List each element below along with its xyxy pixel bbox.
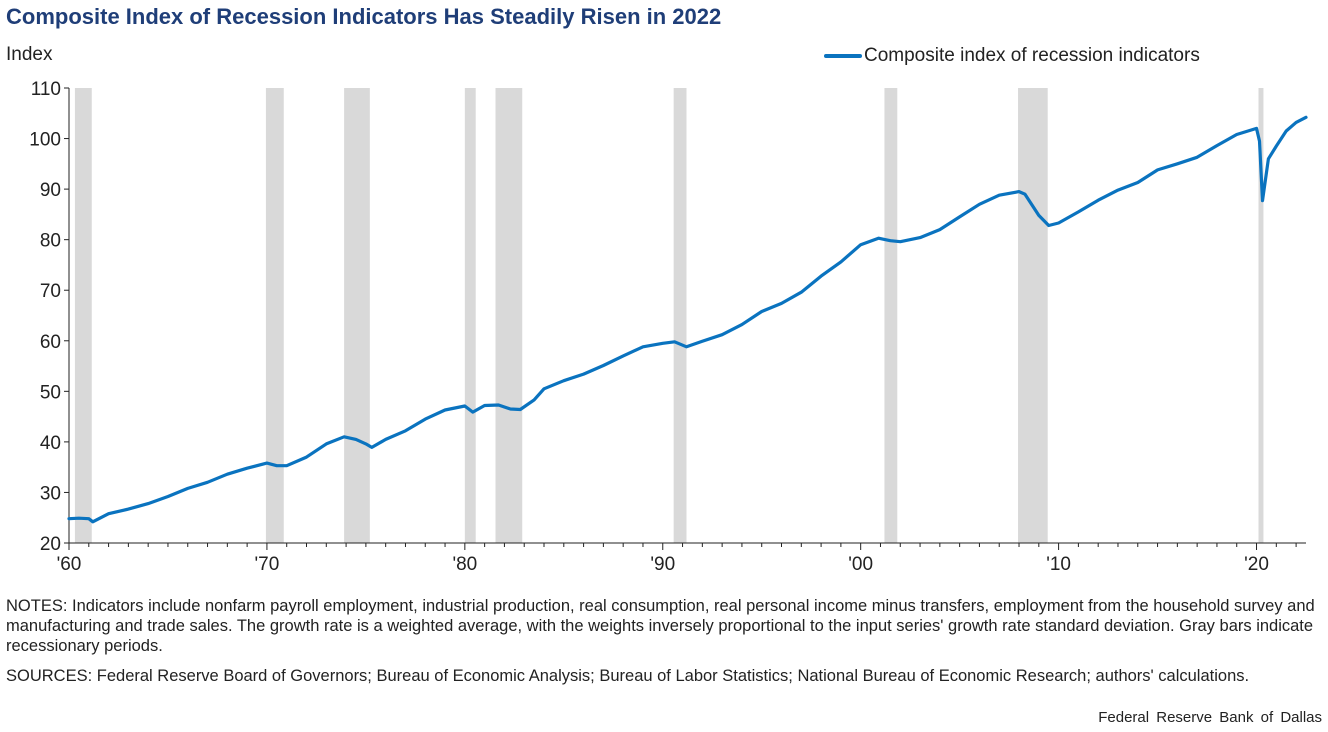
y-axis-unit-label: Index (6, 44, 53, 65)
sources-text: SOURCES: Federal Reserve Board of Govern… (6, 667, 1250, 685)
x-tick-label: '70 (255, 554, 280, 575)
y-tick-label: 20 (40, 534, 61, 555)
axes: 110 100 90 80 70 60 50 40 30 20'60 '70 '80 '90 '00 '10… (29, 79, 1306, 575)
recession-bar-9 (1258, 88, 1264, 543)
line-chart: 110 100 90 80 70 60 50 40 30 20'60 '70 '80 '90 '00 '10… (29, 79, 1308, 575)
legend-label: Composite index of recession indicators (864, 45, 1200, 66)
recession-bar-8 (1018, 88, 1048, 543)
chart-title: Composite Index of Recession Indicators … (6, 4, 722, 29)
y-tick-label: 30 (40, 483, 61, 504)
x-tick-label: '10 (1046, 554, 1071, 575)
y-tick-label: 50 (40, 382, 61, 403)
series-line-1 (67, 115, 1308, 524)
recession-bar-2 (265, 88, 284, 543)
y-tick-label: 70 (40, 281, 61, 302)
recession-bar-7 (884, 88, 898, 543)
credit-text: Federal Reserve Bank of Dallas (1098, 709, 1322, 726)
recession-bar-1 (74, 88, 92, 543)
recession-bar-4 (464, 88, 476, 543)
notes-text: NOTES: Indicators include nonfarm payrol… (6, 597, 1315, 655)
y-tick-label: 60 (40, 332, 61, 353)
y-tick-label: 40 (40, 433, 61, 454)
recession-bar-6 (673, 88, 687, 543)
recession-bar-3 (344, 88, 370, 543)
legend: Composite index of recession indicators (824, 44, 1200, 68)
recession-bar-5 (495, 88, 523, 543)
series-layer (67, 115, 1308, 524)
y-tick-label: 110 (31, 79, 61, 100)
legend-line-swatch (824, 54, 862, 58)
y-tick-label: 100 (29, 130, 61, 151)
x-tick-label: '80 (452, 554, 477, 575)
x-tick-label: '60 (57, 554, 82, 575)
y-tick-label: 80 (40, 231, 61, 252)
recession-bars (74, 88, 1264, 543)
x-tick-label: '20 (1244, 554, 1269, 575)
x-tick-label: '90 (650, 554, 675, 575)
y-tick-label: 90 (40, 180, 61, 201)
x-tick-label: '00 (848, 554, 873, 575)
